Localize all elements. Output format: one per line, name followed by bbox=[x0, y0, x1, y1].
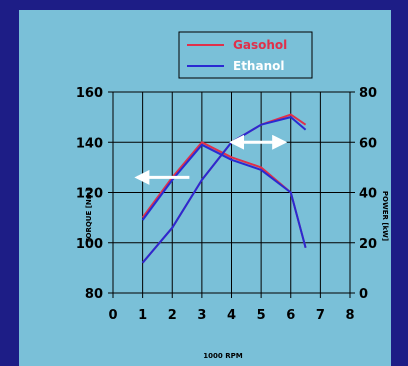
series-ethanol-power-line bbox=[141, 116, 307, 264]
series-gasohol-torque-line bbox=[141, 141, 307, 249]
y-left-tick-label: 100 bbox=[76, 237, 103, 252]
y-right-tick-label: 80 bbox=[359, 86, 377, 101]
y-right-tick-label: 20 bbox=[359, 237, 377, 252]
y-axis-left-label: TORQUE [Nm] bbox=[85, 189, 93, 244]
y-right-tick-label: 0 bbox=[359, 287, 368, 302]
x-tick-label: 7 bbox=[316, 308, 325, 323]
x-tick-label: 0 bbox=[108, 308, 117, 323]
x-tick-label: 2 bbox=[168, 308, 177, 323]
x-tick-label: 5 bbox=[257, 308, 266, 323]
legend: Gasohol Ethanol bbox=[178, 31, 313, 79]
x-tick-label: 8 bbox=[345, 308, 354, 323]
y-left-tick-label: 120 bbox=[76, 187, 103, 202]
series-gasohol-power-line bbox=[141, 113, 307, 264]
chart-panel: Gasohol Ethanol 0 1 2 3 4 5 6 7 8 80 100 120 140 160 0… bbox=[19, 10, 391, 366]
grid bbox=[112, 91, 351, 294]
x-tick-label: 4 bbox=[227, 308, 236, 323]
x-tick-label: 6 bbox=[286, 308, 295, 323]
axis-ticks: 0 1 2 3 4 5 6 7 8 80 100 120 140 160 0 20 40 60 80 bbox=[76, 86, 377, 323]
y-right-tick-label: 60 bbox=[359, 136, 377, 151]
series-ethanol-torque-line bbox=[141, 143, 307, 249]
legend-ethanol-label: Ethanol bbox=[233, 59, 284, 73]
series-lines bbox=[141, 113, 307, 264]
y-left-tick-label: 160 bbox=[76, 86, 103, 101]
x-tick-label: 3 bbox=[197, 308, 206, 323]
legend-box bbox=[178, 31, 313, 79]
torque-power-chart: Gasohol Ethanol 0 1 2 3 4 5 6 7 8801001201401600… bbox=[76, 31, 389, 360]
y-left-tick-label: 140 bbox=[76, 136, 103, 151]
x-axis-label: 1000 RPM bbox=[203, 352, 242, 360]
y-left-tick-label: 80 bbox=[85, 287, 103, 302]
legend-gasohol-label: Gasohol bbox=[233, 38, 287, 52]
y-right-tick-label: 40 bbox=[359, 187, 377, 202]
annotation-arrows bbox=[134, 134, 288, 185]
y-axis-right-label: POWER [kW] bbox=[381, 191, 389, 241]
x-tick-label: 1 bbox=[138, 308, 147, 323]
